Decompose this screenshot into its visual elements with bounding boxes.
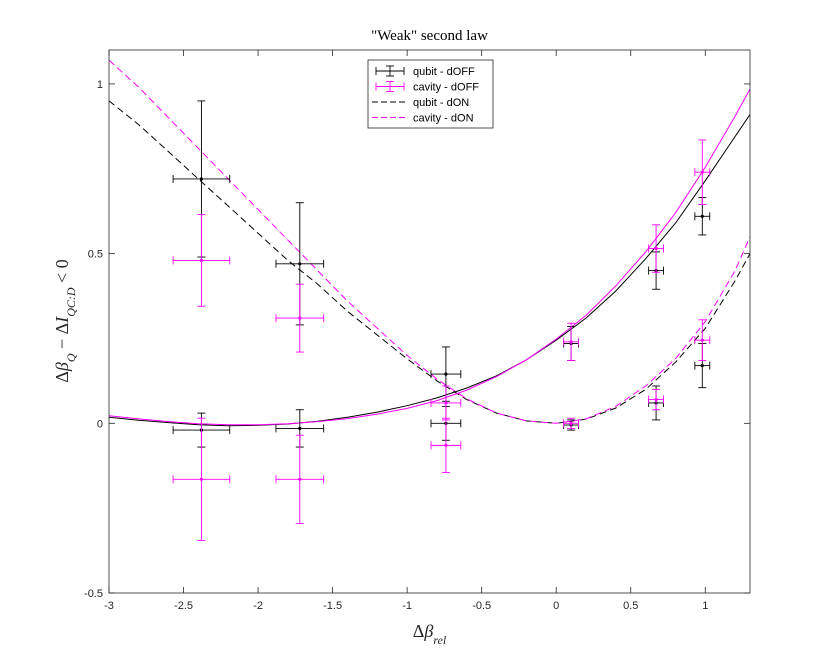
plot-area (109, 50, 750, 593)
point-marker (444, 401, 448, 405)
fit-curves (109, 59, 750, 427)
point-marker (569, 340, 573, 344)
data-point (275, 434, 325, 524)
data-point (172, 214, 231, 307)
legend-label: qubit - dON (413, 97, 469, 109)
data-point (563, 417, 580, 429)
fit-line-solid (109, 88, 750, 426)
series-line-dashed (109, 100, 750, 424)
point-marker (444, 372, 448, 376)
data-point (172, 417, 231, 541)
x-tick-label: 0.5 (623, 600, 638, 612)
legend: qubit - dOFF cavity - dOFF qubit - dON cavi… (367, 59, 494, 129)
y-tick-label: 0.5 (88, 249, 103, 261)
point-marker (298, 477, 302, 481)
axes (108, 49, 751, 594)
axis-ticks: -3 -2.5 -2 -1.5 -1 -0.5 0 0.5 1 -0.5 0 0.5 1 (84, 50, 750, 612)
x-tick-label: -3 (104, 600, 114, 612)
x-tick-label: -1 (402, 600, 412, 612)
legend-label: cavity - dOFF (413, 82, 479, 94)
x-tick-label: 0 (553, 600, 559, 612)
point-marker (298, 426, 302, 431)
point-marker (700, 214, 704, 218)
point-marker (444, 443, 448, 447)
data-point (430, 417, 462, 473)
y-tick-label: 1 (97, 79, 103, 91)
point-marker (298, 316, 302, 320)
point-marker (700, 338, 704, 342)
point-marker (199, 177, 204, 181)
legend-label: qubit - dOFF (413, 66, 475, 78)
y-tick-label: 0 (97, 418, 103, 430)
x-axis-label: Δβrel (413, 621, 447, 647)
axes-box (108, 49, 751, 594)
point-marker (654, 397, 658, 402)
point-marker (199, 477, 204, 481)
data-point (275, 283, 325, 353)
y-axis-label: ΔβQ − ΔIQC:D < 0 (52, 259, 78, 382)
point-marker (700, 170, 704, 174)
x-tick-label: -0.5 (472, 600, 491, 612)
point-marker (298, 262, 302, 266)
y-tick-label: -0.5 (84, 588, 103, 600)
legend-entry: cavity - dON (372, 113, 474, 125)
point-marker (700, 364, 704, 368)
data-point (694, 319, 711, 361)
legend-label: cavity - dON (413, 113, 474, 125)
point-marker (569, 421, 573, 425)
legend-entry: qubit - dOFF (375, 65, 475, 78)
chart-title: "Weak" second law (371, 28, 488, 44)
legend-entry: qubit - dON (372, 97, 469, 109)
data-point (648, 388, 664, 411)
x-tick-label: 1 (702, 600, 708, 612)
legend-entry: cavity - dOFF (375, 81, 479, 94)
x-tick-label: -1.5 (323, 600, 342, 612)
series-line-dashed (109, 59, 750, 424)
point-marker (199, 258, 204, 263)
fit-line-solid (109, 114, 750, 427)
x-tick-label: -2 (253, 600, 263, 612)
point-marker (654, 246, 658, 251)
data-point (694, 139, 711, 205)
data-point (563, 322, 580, 361)
data-point (648, 224, 664, 273)
data-points (172, 100, 711, 541)
x-tick-label: -2.5 (174, 600, 193, 612)
